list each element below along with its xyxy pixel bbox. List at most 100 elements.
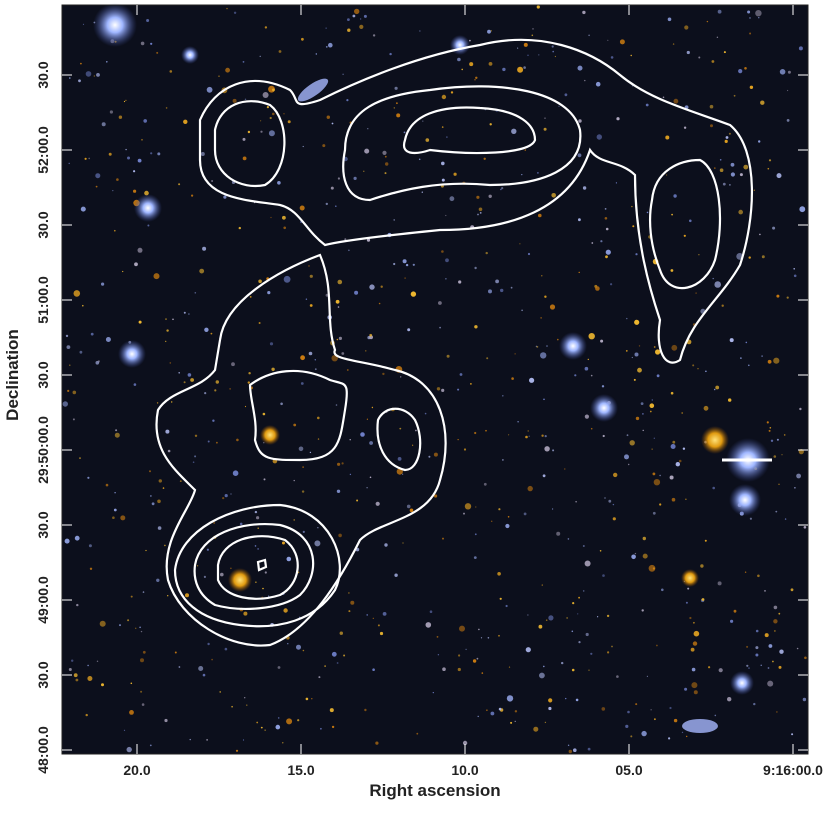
source [549,304,556,310]
source [211,658,213,661]
source [746,664,749,667]
source [748,667,750,669]
source [207,642,210,646]
source [612,503,615,506]
source [610,56,614,59]
source [760,100,765,105]
source [711,60,715,63]
source [749,517,753,520]
source [666,174,668,176]
source [79,457,81,459]
source [324,665,326,667]
galaxy [682,719,718,733]
source [222,497,225,500]
source [206,739,209,741]
source [150,42,153,45]
source [236,438,239,442]
source [317,527,319,529]
source [120,515,126,521]
source [326,115,330,119]
source [786,296,789,299]
source [108,152,112,156]
source [539,672,545,679]
source [211,180,214,182]
source [130,595,133,598]
source [301,37,304,41]
source [595,286,600,291]
source [747,10,751,14]
source [761,255,765,259]
source [156,402,159,404]
source [441,388,445,392]
source [590,427,593,430]
source [140,630,143,633]
source [758,140,761,143]
source [203,575,206,579]
source [577,65,583,71]
source [793,274,797,278]
source [93,75,95,77]
source [189,738,191,741]
source [249,296,252,298]
source [584,366,589,371]
source [525,435,528,439]
source [748,364,750,367]
source [548,706,552,711]
source [364,708,367,712]
source [587,747,591,751]
source [655,349,661,355]
source [497,572,501,576]
source [495,279,499,284]
source [474,266,477,270]
source [573,748,577,752]
source [485,429,487,432]
source [514,720,516,723]
source [527,614,529,616]
source [185,593,189,598]
source [779,649,784,654]
source [415,429,417,432]
source [487,637,490,639]
source [541,584,543,586]
source [611,645,613,648]
source [544,117,546,119]
source [616,675,619,678]
source [190,378,195,382]
source [529,377,535,383]
source [517,66,524,73]
source [293,423,297,427]
source [106,61,108,63]
source [564,93,568,97]
source [425,138,430,142]
source [329,708,334,713]
source [275,724,281,730]
source [457,439,459,441]
source [626,317,628,320]
source [394,86,398,90]
source [298,446,304,452]
source [365,350,367,352]
source [422,120,424,122]
source [478,628,480,631]
source [748,256,751,259]
source [615,182,618,184]
source [375,501,380,506]
source [293,519,296,521]
x-tick-label: 10.0 [451,762,478,778]
source [646,211,649,214]
source [418,158,421,161]
source [506,695,514,702]
source [697,368,699,370]
source [214,389,217,392]
source [767,680,774,687]
source [302,649,305,652]
source [684,25,689,30]
source [584,560,591,567]
source [588,669,590,671]
source [653,346,656,348]
source [405,263,409,267]
source [577,153,582,158]
source [772,226,776,230]
source [89,567,93,570]
source [498,634,500,637]
